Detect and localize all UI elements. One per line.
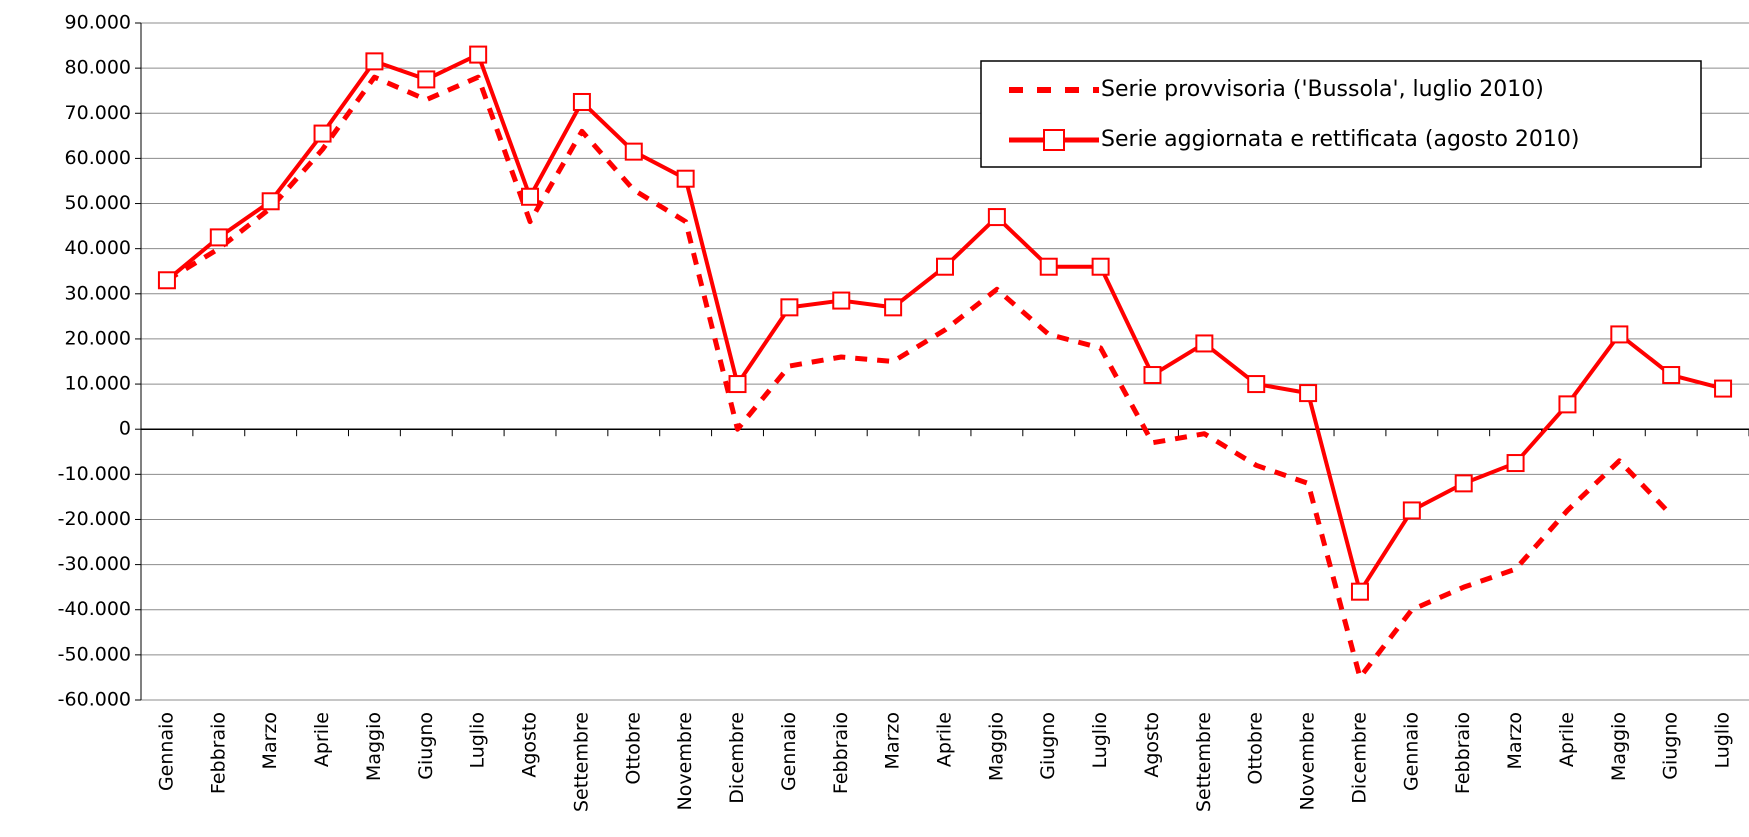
marker: [261, 192, 280, 211]
y-tick-label: 70.000: [65, 102, 131, 124]
x-tick-label: Marzo: [882, 712, 904, 769]
marker: [936, 257, 954, 276]
y-tick-label: -50.000: [58, 643, 131, 665]
x-tick-label: Ottobre: [1245, 712, 1267, 785]
x-tick-label: Febbraio: [207, 712, 229, 794]
y-tick-label: 30.000: [65, 282, 131, 304]
x-tick-label: Maggio: [985, 712, 1007, 781]
x-tick-label: Aprile: [311, 712, 333, 767]
marker: [1299, 384, 1318, 403]
y-tick-label: 50.000: [65, 192, 131, 214]
marker: [1091, 257, 1110, 276]
x-tick-label: Giugno: [1037, 712, 1059, 780]
legend-box: [980, 60, 1702, 168]
marker: [417, 70, 436, 89]
marker: [780, 298, 799, 317]
marker: [1039, 257, 1058, 276]
marker: [1558, 395, 1577, 414]
x-tick-label: Novembre: [1297, 712, 1319, 810]
marker: [1454, 474, 1473, 493]
y-tick-label: -10.000: [58, 463, 131, 485]
marker: [1143, 366, 1162, 385]
marker: [365, 52, 384, 71]
x-tick-label: Giugno: [1660, 712, 1682, 780]
marker: [832, 291, 851, 310]
marker: [1610, 325, 1629, 344]
x-tick-label: Settembre: [570, 712, 592, 812]
x-tick-label: Novembre: [674, 712, 696, 810]
x-tick-label: Settembre: [1193, 712, 1215, 812]
y-tick-label: 0: [119, 418, 131, 440]
y-tick-label: -40.000: [58, 598, 131, 620]
y-tick-label: -30.000: [58, 553, 131, 575]
x-tick-label: Aprile: [1556, 712, 1578, 767]
y-tick-label: 10.000: [65, 373, 131, 395]
x-tick-label: Dicembre: [726, 712, 748, 804]
x-tick-label: Luglio: [1089, 712, 1111, 769]
y-tick-label: 40.000: [65, 237, 131, 259]
marker: [1402, 501, 1421, 520]
x-tick-label: Ottobre: [622, 712, 644, 785]
x-tick-label: Maggio: [363, 712, 385, 781]
marker: [209, 228, 228, 247]
legend-label: Serie aggiornata e rettificata (agosto 2…: [1101, 127, 1579, 152]
marker: [1247, 375, 1266, 394]
y-tick-label: -20.000: [58, 508, 131, 530]
x-tick-label: Agosto: [519, 712, 541, 778]
legend-marker: [1043, 129, 1065, 151]
y-tick-label: 90.000: [65, 12, 131, 34]
y-tick-label: 60.000: [65, 147, 131, 169]
marker: [313, 124, 332, 143]
x-tick-label: Febbraio: [830, 712, 852, 794]
x-tick-label: Marzo: [1504, 712, 1526, 769]
marker: [1506, 454, 1525, 473]
x-tick-label: Giugno: [415, 712, 437, 780]
marker: [987, 208, 1006, 227]
marker: [884, 298, 903, 317]
x-tick-label: Marzo: [259, 712, 281, 769]
marker: [1350, 582, 1369, 601]
x-tick-label: Luglio: [1712, 712, 1734, 769]
x-tick-label: Dicembre: [1348, 712, 1370, 804]
marker: [1195, 334, 1214, 353]
marker: [572, 92, 591, 111]
marker: [469, 45, 488, 64]
marker: [624, 142, 643, 161]
series-line: [165, 74, 1673, 680]
x-tick-label: Gennaio: [1400, 712, 1422, 791]
marker: [1662, 366, 1681, 385]
y-tick-label: -60.000: [58, 689, 131, 711]
marker: [521, 187, 540, 206]
x-tick-label: Maggio: [1608, 712, 1630, 781]
x-tick-label: Febbraio: [1452, 712, 1474, 794]
legend-label: Serie provvisoria ('Bussola', luglio 201…: [1101, 77, 1544, 102]
x-tick-label: Luglio: [467, 712, 489, 769]
x-tick-label: Agosto: [1141, 712, 1163, 778]
marker: [157, 271, 176, 290]
marker: [1714, 379, 1733, 398]
x-tick-label: Gennaio: [155, 712, 177, 791]
marker: [676, 169, 695, 188]
y-tick-label: 20.000: [65, 327, 131, 349]
marker: [728, 375, 747, 394]
x-tick-label: Aprile: [934, 712, 956, 767]
x-tick-label: Gennaio: [778, 712, 800, 791]
y-tick-label: 80.000: [65, 57, 131, 79]
